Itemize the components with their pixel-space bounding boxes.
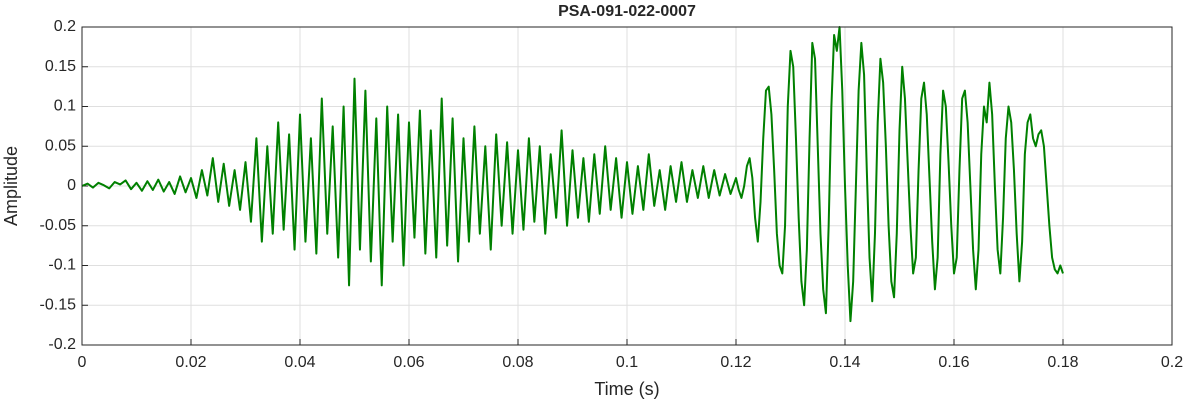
y-tick-label: -0.1 <box>48 257 76 274</box>
x-tick-label: 0.06 <box>393 354 424 371</box>
x-tick-label: 0.02 <box>175 354 206 371</box>
y-tick-label: 0 <box>67 177 76 194</box>
chart-title: PSA-091-022-0007 <box>558 3 696 20</box>
x-tick-label: 0.04 <box>284 354 315 371</box>
x-tick-label: 0 <box>78 354 87 371</box>
y-tick-label: 0.1 <box>54 98 76 115</box>
x-tick-label: 0.12 <box>720 354 751 371</box>
y-tick-label: -0.15 <box>40 296 77 313</box>
y-tick-label: -0.05 <box>40 217 77 234</box>
x-tick-label: 0.08 <box>502 354 533 371</box>
x-tick-label: 0.2 <box>1161 354 1183 371</box>
plot-frame <box>81 26 1173 346</box>
y-tick-label: -0.2 <box>48 336 76 353</box>
y-tick-label: 0.2 <box>54 18 76 35</box>
waveform-line <box>81 26 1064 323</box>
x-axis-label: Time (s) <box>594 379 659 399</box>
x-tick-label: 0.16 <box>938 354 969 371</box>
y-tick-label: 0.15 <box>45 58 76 75</box>
x-tick-label: 0.1 <box>616 354 638 371</box>
x-tick-label: 0.18 <box>1047 354 1078 371</box>
x-tick-label: 0.14 <box>829 354 860 371</box>
y-axis-label: Amplitude <box>1 146 21 226</box>
y-tick-label: 0.05 <box>45 137 76 154</box>
